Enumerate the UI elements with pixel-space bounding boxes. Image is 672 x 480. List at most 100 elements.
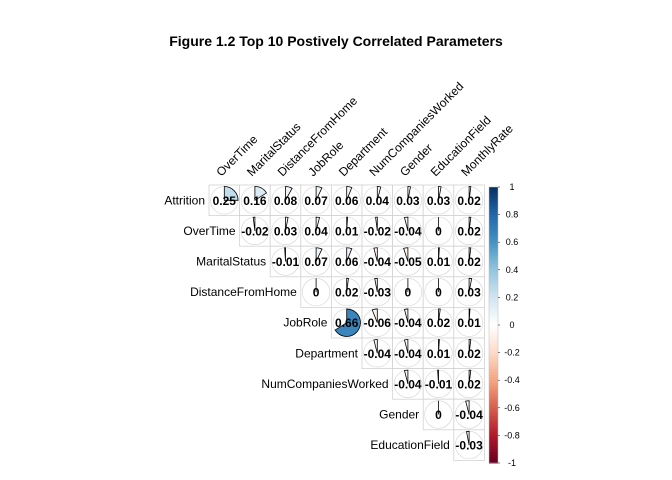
colorbar-segment	[489, 233, 498, 238]
colorbar-segment	[489, 341, 498, 345]
coefficient-label: -0.05	[394, 255, 422, 269]
colorbar-segment	[489, 200, 498, 205]
coefficient-label: -0.04	[364, 255, 392, 269]
colorbar-segment	[489, 333, 498, 337]
colorbar-segment	[489, 352, 498, 356]
row-label: Gender	[379, 408, 419, 422]
correlation-cell: 0.06	[330, 245, 363, 278]
colorbar-segment	[489, 198, 498, 202]
correlation-cell: -0.01	[269, 245, 302, 278]
coefficient-label: 0.01	[427, 255, 451, 269]
pie-slice	[438, 339, 440, 354]
colorbar-segment	[489, 305, 498, 310]
colorbar-tick-label: 0	[509, 320, 514, 330]
colorbar-segment	[489, 449, 498, 453]
correlation-cell: -0.04	[453, 398, 485, 431]
pie-slice	[346, 247, 353, 262]
correlation-cell: 0.01	[453, 306, 485, 339]
row-label: EducationField	[370, 438, 449, 452]
colorbar-segment	[489, 380, 498, 384]
correlation-cell: 0.08	[269, 184, 302, 217]
pie-outline	[424, 216, 453, 245]
colorbar-segment	[489, 338, 498, 343]
colorbar-segment	[489, 250, 498, 254]
colorbar-segment	[489, 211, 498, 216]
colorbar-segment	[489, 187, 498, 191]
correlation-cell: -0.04	[392, 215, 424, 247]
correlation-cell: 0.03	[453, 276, 485, 308]
pie-slice	[223, 186, 239, 201]
colorbar-segment	[489, 192, 498, 196]
correlation-cell: 0	[392, 276, 424, 308]
coefficient-label: 0.03	[427, 194, 451, 208]
coefficient-label: 0.02	[457, 377, 481, 391]
coefficient-label: 0.01	[457, 316, 481, 330]
pie-slice	[373, 247, 378, 262]
pie-slice	[346, 186, 353, 201]
colorbar-segment	[489, 222, 498, 227]
pie-slice	[376, 186, 382, 201]
coefficient-label: -0.03	[364, 286, 392, 300]
correlation-cell: -0.04	[361, 337, 394, 370]
pie-slice	[465, 400, 470, 415]
colorbar-segment	[489, 269, 498, 274]
coefficient-label: 0.02	[335, 286, 359, 300]
coefficient-label: -0.01	[425, 377, 453, 391]
colorbar-segment	[489, 325, 498, 329]
correlation-cell: -0.06	[361, 306, 394, 339]
pie-slice	[315, 216, 321, 231]
coefficient-label: 0.02	[457, 255, 481, 269]
colorbar-tick-label: 0.2	[506, 292, 519, 302]
pie-slice	[468, 339, 472, 354]
pie-slice	[438, 186, 442, 201]
pie-slice	[468, 216, 472, 231]
colorbar-segment	[489, 220, 498, 224]
pie-slice	[254, 186, 268, 202]
colorbar-segment	[489, 432, 498, 436]
coefficient-label: 0.16	[243, 194, 267, 208]
pie-slice	[438, 308, 441, 323]
colorbar-segment	[489, 336, 498, 340]
column-labels: OverTimeMaritalStatusDistanceFromHomeJob…	[214, 79, 517, 179]
pie-slice	[252, 216, 256, 231]
correlation-cell: -0.04	[392, 368, 424, 400]
correlation-cell: 0.04	[361, 184, 394, 217]
colorbar-segment	[489, 443, 498, 448]
colorbar-segment	[489, 253, 498, 257]
coefficient-label: 0.04	[304, 224, 328, 238]
colorbar-tick-label: 0.8	[506, 210, 519, 220]
pie-slice	[334, 308, 361, 337]
colorbar-segment	[489, 283, 498, 287]
colorbar-segment	[489, 217, 498, 221]
coefficient-label: -0.04	[455, 408, 483, 422]
colorbar-segment	[489, 267, 498, 271]
colorbar-segment	[489, 410, 498, 414]
colorbar-segment	[489, 402, 498, 406]
colorbar-segment	[489, 189, 498, 194]
colorbar-segment	[489, 363, 498, 367]
coefficient-label: -0.02	[241, 224, 269, 238]
pie-slice	[285, 216, 289, 231]
row-label: JobRole	[283, 316, 327, 330]
coefficient-label: 0.02	[457, 224, 481, 238]
coefficient-label: 0.02	[457, 194, 481, 208]
pie-slice	[468, 247, 472, 262]
correlation-cell: 0.03	[269, 215, 302, 247]
coefficient-label: -0.04	[364, 347, 392, 361]
correlation-cell: -0.02	[361, 215, 394, 247]
colorbar-segment	[489, 258, 498, 263]
colorbar-segment	[489, 413, 498, 417]
colorbar-segment	[489, 394, 498, 398]
coefficient-label: 0.02	[427, 316, 451, 330]
coefficient-label: 0.07	[304, 255, 328, 269]
pie-slice	[466, 430, 470, 446]
colorbar-segment	[489, 407, 498, 412]
correlation-cell: 0.04	[300, 215, 332, 247]
colorbar-segment	[489, 242, 498, 246]
coefficient-label: 0.03	[274, 224, 298, 238]
colorbar-segment	[489, 206, 498, 210]
pie-slice	[468, 186, 472, 201]
colorbar-segment	[489, 256, 498, 260]
colorbar-segment	[489, 289, 498, 293]
coefficient-label: 0.01	[335, 224, 359, 238]
